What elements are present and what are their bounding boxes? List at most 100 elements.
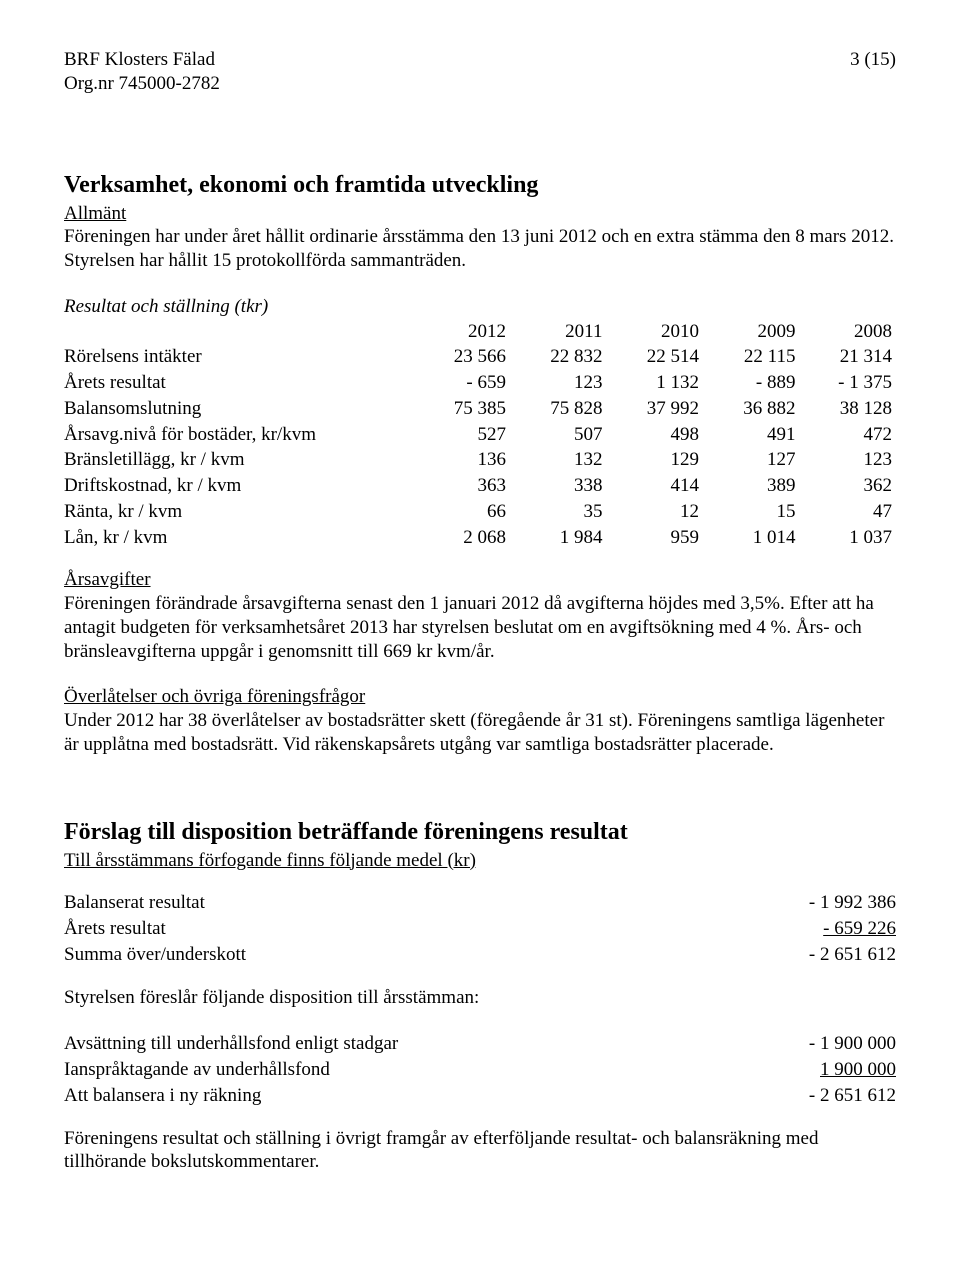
table-row: Årsavg.nivå för bostäder, kr/kvm 527 507… xyxy=(64,422,896,448)
section-title-verksamhet: Verksamhet, ekonomi och framtida utveckl… xyxy=(64,170,896,200)
org-number: Org.nr 745000-2782 xyxy=(64,72,220,96)
cell: 127 xyxy=(703,447,800,473)
cell: 527 xyxy=(413,422,510,448)
cell: 507 xyxy=(510,422,607,448)
row-label: Balansomslutning xyxy=(64,396,413,422)
cell: 35 xyxy=(510,499,607,525)
table-row: Driftskostnad, kr / kvm 363 338 414 389 … xyxy=(64,473,896,499)
subheading-allmant: Allmänt xyxy=(64,202,896,226)
cell: 362 xyxy=(799,473,896,499)
cell: 472 xyxy=(799,422,896,448)
cell: 363 xyxy=(413,473,510,499)
cell: 22 832 xyxy=(510,344,607,370)
cell: 491 xyxy=(703,422,800,448)
table-row: Avsättning till underhållsfond enligt st… xyxy=(64,1031,896,1057)
page: BRF Klosters Fälad Org.nr 745000-2782 3 … xyxy=(0,0,960,1279)
cell: 338 xyxy=(510,473,607,499)
table-year: 2010 xyxy=(606,319,703,345)
table-row: Lån, kr / kvm 2 068 1 984 959 1 014 1 03… xyxy=(64,525,896,551)
table-row: Balanserat resultat - 1 992 386 xyxy=(64,890,896,916)
row-label: Rörelsens intäkter xyxy=(64,344,413,370)
table-row: Balansomslutning 75 385 75 828 37 992 36… xyxy=(64,396,896,422)
table-year: 2011 xyxy=(510,319,607,345)
cell: - 889 xyxy=(703,370,800,396)
table-row: Rörelsens intäkter 23 566 22 832 22 514 … xyxy=(64,344,896,370)
cell: 1 132 xyxy=(606,370,703,396)
cell: 38 128 xyxy=(799,396,896,422)
subheading-arsavgifter: Årsavgifter xyxy=(64,568,896,592)
table-caption: Resultat och ställning (tkr) xyxy=(64,295,896,319)
cell: 22 514 xyxy=(606,344,703,370)
cell: 1 014 xyxy=(703,525,800,551)
row-label: Årsavg.nivå för bostäder, kr/kvm xyxy=(64,422,413,448)
table-row: Summa över/underskott - 2 651 612 xyxy=(64,942,896,968)
cell: 66 xyxy=(413,499,510,525)
table-row: Bränsletillägg, kr / kvm 136 132 129 127… xyxy=(64,447,896,473)
subheading-forslag: Till årsstämmans förfogande finns följan… xyxy=(64,849,896,873)
cell: 21 314 xyxy=(799,344,896,370)
overlatelser-text: Under 2012 har 38 överlåtelser av bostad… xyxy=(64,709,896,757)
section-title-forslag: Förslag till disposition beträffande för… xyxy=(64,817,896,847)
table-year: 2012 xyxy=(413,319,510,345)
cell: 75 385 xyxy=(413,396,510,422)
cell: 1 984 xyxy=(510,525,607,551)
row-value: - 2 651 612 xyxy=(724,1083,896,1109)
row-label: Årets resultat xyxy=(64,916,627,942)
table-year: 2008 xyxy=(799,319,896,345)
cell: 414 xyxy=(606,473,703,499)
subheading-overlatelser: Överlåtelser och övriga föreningsfrågor xyxy=(64,685,896,709)
cell: 37 992 xyxy=(606,396,703,422)
cell: 959 xyxy=(606,525,703,551)
cell: 15 xyxy=(703,499,800,525)
row-label: Bränsletillägg, kr / kvm xyxy=(64,447,413,473)
header-left: BRF Klosters Fälad Org.nr 745000-2782 xyxy=(64,48,220,96)
table-header-row: 2012 2011 2010 2009 2008 xyxy=(64,319,896,345)
cell: 22 115 xyxy=(703,344,800,370)
row-label: Avsättning till underhållsfond enligt st… xyxy=(64,1031,724,1057)
cell: 129 xyxy=(606,447,703,473)
cell: 23 566 xyxy=(413,344,510,370)
cell: - 659 xyxy=(413,370,510,396)
row-value: - 1 992 386 xyxy=(627,890,896,916)
row-label: Summa över/underskott xyxy=(64,942,627,968)
org-name: BRF Klosters Fälad xyxy=(64,48,220,72)
row-label: Att balansera i ny räkning xyxy=(64,1083,724,1109)
table-row: Ränta, kr / kvm 66 35 12 15 47 xyxy=(64,499,896,525)
arsavgifter-text: Föreningen förändrade årsavgifterna sena… xyxy=(64,592,896,663)
cell: 389 xyxy=(703,473,800,499)
disposition-table-2: Avsättning till underhållsfond enligt st… xyxy=(64,1031,896,1108)
row-label: Driftskostnad, kr / kvm xyxy=(64,473,413,499)
cell: 498 xyxy=(606,422,703,448)
disposition-table-1: Balanserat resultat - 1 992 386 Årets re… xyxy=(64,890,896,967)
result-table: 2012 2011 2010 2009 2008 Rörelsens intäk… xyxy=(64,319,896,551)
cell: 1 037 xyxy=(799,525,896,551)
row-value: - 1 900 000 xyxy=(724,1031,896,1057)
allmant-text: Föreningen har under året hållit ordinar… xyxy=(64,225,896,273)
cell: 75 828 xyxy=(510,396,607,422)
cell: - 1 375 xyxy=(799,370,896,396)
cell: 123 xyxy=(510,370,607,396)
row-label: Ianspråktagande av underhållsfond xyxy=(64,1057,724,1083)
cell: 132 xyxy=(510,447,607,473)
cell: 36 882 xyxy=(703,396,800,422)
table-row: Att balansera i ny räkning - 2 651 612 xyxy=(64,1083,896,1109)
cell: 136 xyxy=(413,447,510,473)
table-row: Årets resultat - 659 123 1 132 - 889 - 1… xyxy=(64,370,896,396)
row-label: Balanserat resultat xyxy=(64,890,627,916)
row-label: Årets resultat xyxy=(64,370,413,396)
page-header: BRF Klosters Fälad Org.nr 745000-2782 3 … xyxy=(64,48,896,96)
table-header-empty xyxy=(64,319,413,345)
cell: 47 xyxy=(799,499,896,525)
table-row: Årets resultat - 659 226 xyxy=(64,916,896,942)
row-value: - 2 651 612 xyxy=(627,942,896,968)
row-label: Lån, kr / kvm xyxy=(64,525,413,551)
page-number: 3 (15) xyxy=(850,48,896,96)
cell: 2 068 xyxy=(413,525,510,551)
row-label: Ränta, kr / kvm xyxy=(64,499,413,525)
table-row: Ianspråktagande av underhållsfond 1 900 … xyxy=(64,1057,896,1083)
footer-text: Föreningens resultat och ställning i övr… xyxy=(64,1127,896,1175)
row-value: - 659 226 xyxy=(823,918,896,939)
cell: 12 xyxy=(606,499,703,525)
row-value: 1 900 000 xyxy=(820,1059,896,1080)
cell: 123 xyxy=(799,447,896,473)
